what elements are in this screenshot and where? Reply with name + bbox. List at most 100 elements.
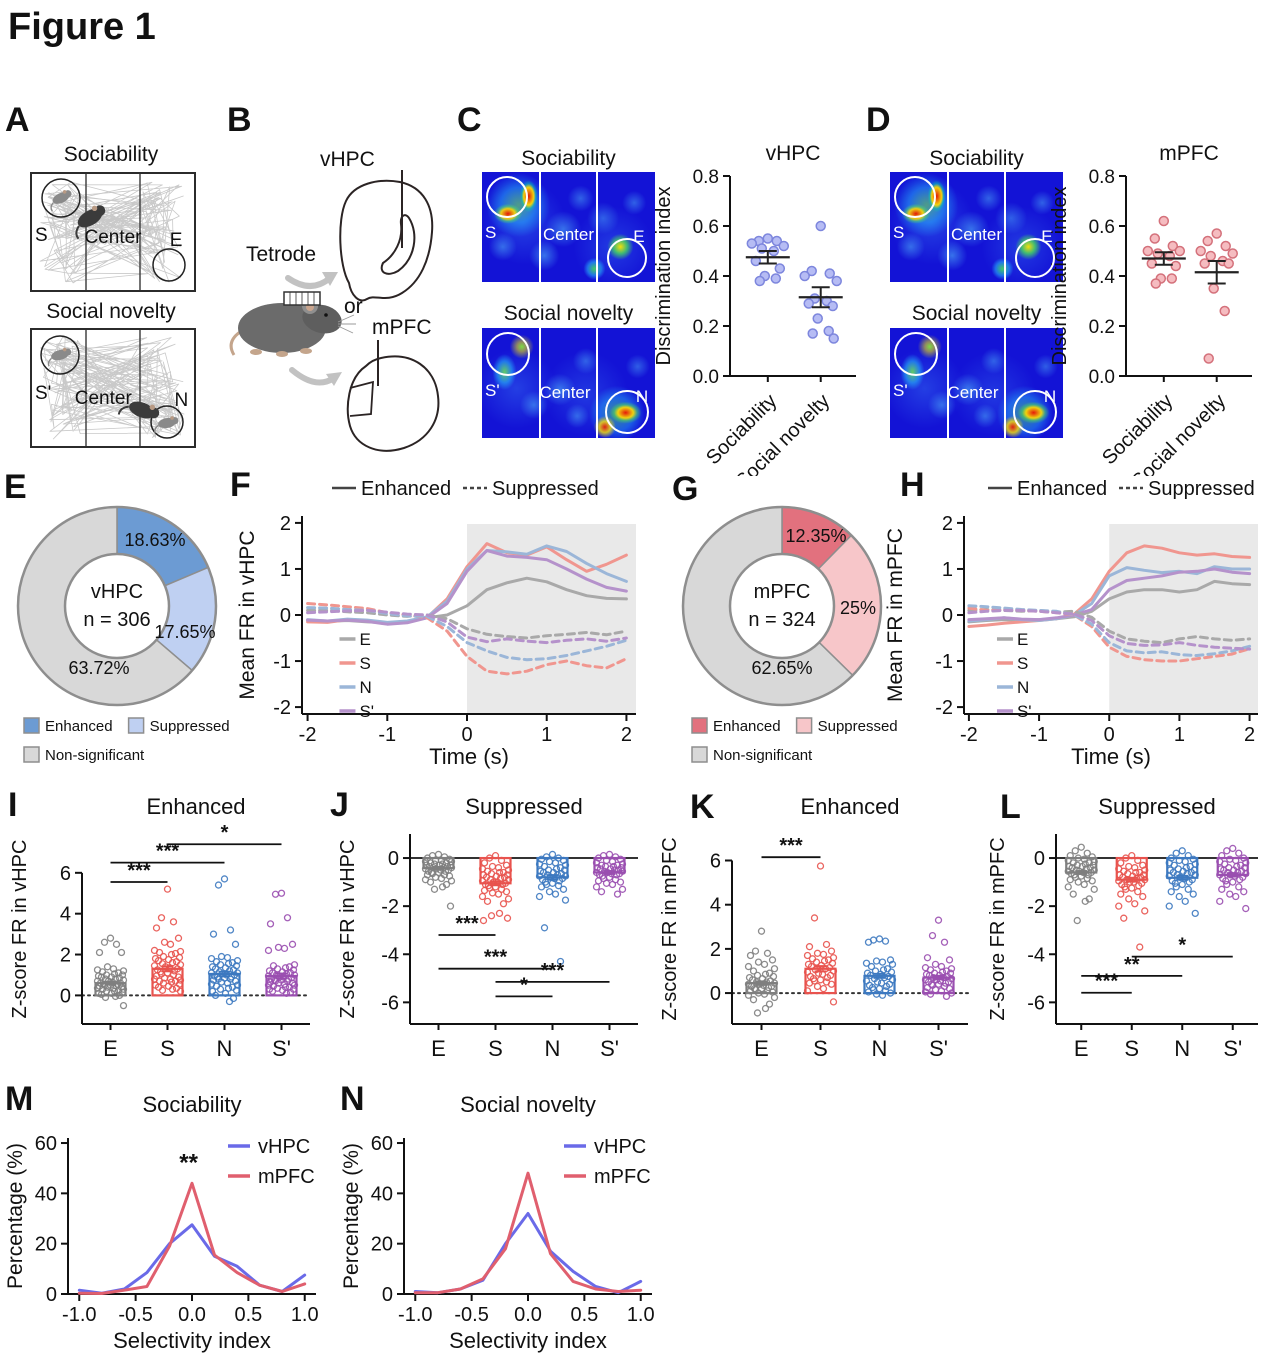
svg-text:40: 40 [35,1183,57,1205]
svg-text:*: * [221,822,229,844]
arena-title-novelty: Social novelty [46,300,176,323]
svg-text:2: 2 [942,513,953,535]
svg-text:1.0: 1.0 [291,1304,319,1326]
svg-text:N: N [359,678,371,697]
heatmap-right-label: E [1041,227,1053,246]
svg-text:0.6: 0.6 [693,217,719,238]
svg-text:E: E [1074,1036,1089,1061]
svg-text:0: 0 [461,724,472,746]
arena-right-label: E [169,229,183,251]
svg-text:-4: -4 [1027,944,1045,966]
svg-text:vHPC: vHPC [91,581,143,603]
svg-text:***: *** [455,913,479,935]
svg-text:17.65%: 17.65% [154,622,215,642]
divider [596,328,599,438]
svg-text:S: S [1017,654,1028,673]
svg-text:Non-significant: Non-significant [713,747,813,764]
svg-text:N: N [1174,1036,1190,1061]
svg-text:S': S' [1017,702,1032,721]
svg-text:N: N [1017,678,1029,697]
panel-label-f: F [230,466,251,504]
svg-text:-1: -1 [273,651,291,673]
svg-text:S': S' [1223,1036,1242,1061]
svg-text:***: *** [156,841,180,863]
svg-text:***: *** [779,835,803,857]
svg-text:0.0: 0.0 [514,1304,542,1326]
svg-text:20: 20 [35,1234,57,1256]
heatmap-center-label: Center [950,224,1003,244]
svg-text:S': S' [600,1036,619,1061]
svg-text:0.0: 0.0 [178,1304,206,1326]
heatmap-mpfc-novelty: S' Center N [890,328,1063,438]
svg-text:Z-score FR in vHPC: Z-score FR in vHPC [337,840,359,1019]
svg-text:Enhanced: Enhanced [361,478,451,500]
svg-text:1.0: 1.0 [627,1304,655,1326]
svg-text:63.72%: 63.72% [68,658,129,678]
divider [539,172,542,282]
svg-text:2: 2 [710,939,721,961]
zscore-suppressed-vhpc-chart: 0-2-4-6E S N S'**********SuppressedZ-score … [337,794,638,1061]
svg-text:Suppressed: Suppressed [465,794,582,819]
chamber-circle [605,390,649,434]
svg-text:N: N [872,1036,888,1061]
svg-text:0: 0 [1034,848,1045,870]
svg-text:Suppressed: Suppressed [150,718,230,735]
svg-text:0.4: 0.4 [1089,267,1116,288]
mean-fr-chart-vhpc: -2 -1 0 1 2 -2 -1 0 1 2 Time (s) Mean FR in vHPC Enh… [236,478,636,769]
heatmap-right-label: N [1043,387,1057,407]
svg-text:S': S' [929,1036,948,1061]
heatmap-vhpc-novelty: S' Center N [482,328,655,438]
svg-text:1: 1 [1174,724,1185,746]
divider [1004,172,1007,282]
panel-label-g: G [672,470,699,508]
svg-text:Time (s): Time (s) [1071,744,1151,769]
chamber-circle [486,332,530,376]
heatmap-title: Social novelty [503,302,634,325]
panel-label-i: I [8,786,18,824]
svg-text:Percentage (%): Percentage (%) [4,1143,27,1289]
svg-text:N: N [545,1036,561,1061]
svg-text:-2: -2 [1027,896,1045,918]
panel-label-a: A [5,101,30,139]
heatmap-title: Social novelty [911,302,1042,325]
svg-text:-2: -2 [273,697,291,719]
chamber-circle [607,238,647,278]
svg-text:25%: 25% [840,598,876,618]
svg-text:0: 0 [280,605,291,627]
heatmap-left-label: S' [485,380,500,400]
svg-text:4: 4 [710,895,721,917]
svg-text:E: E [431,1036,446,1061]
chamber-circle [894,176,936,218]
svg-text:*: * [520,974,528,996]
svg-text:2: 2 [280,513,291,535]
social-novelty-arena: S' Center N [30,328,196,448]
svg-text:Suppressed: Suppressed [1098,794,1215,819]
svg-text:Enhanced: Enhanced [1017,478,1107,500]
svg-text:E: E [754,1036,769,1061]
svg-text:0: 0 [1104,724,1115,746]
svg-text:Discrimination index: Discrimination index [1049,187,1071,366]
svg-text:0.0: 0.0 [693,367,719,388]
arena-left-label: S' [35,383,52,405]
zscore-enhanced-mpfc-chart: 0 2 4 6 E S N S' *** Enhanced Z-score FR in mPFC [659,794,969,1061]
svg-text:-1.0: -1.0 [398,1304,432,1326]
donut-chart-vhpc: 18.63% 17.65% 63.72% vHPC n = 306 Enhanced Sup… [16,505,230,764]
svg-text:-0.5: -0.5 [118,1304,152,1326]
svg-text:0.8: 0.8 [693,167,719,188]
svg-text:0.6: 0.6 [1089,217,1115,238]
trajectory-plot-sociability [39,174,186,290]
tetrode-label: Tetrode [246,243,317,266]
svg-text:Social novelty: Social novelty [460,1092,596,1117]
svg-text:4: 4 [60,904,71,926]
svg-text:Discrimination index: Discrimination index [653,187,675,366]
svg-text:0: 0 [382,1284,393,1306]
svg-text:***: *** [484,947,508,969]
svg-text:-1: -1 [1030,724,1048,746]
heatmap-center-label: Center [542,224,595,244]
svg-text:S: S [359,654,370,673]
chamber-circle [1013,390,1057,434]
panel-label-h: H [900,466,925,504]
panel-label-j: J [330,786,349,824]
